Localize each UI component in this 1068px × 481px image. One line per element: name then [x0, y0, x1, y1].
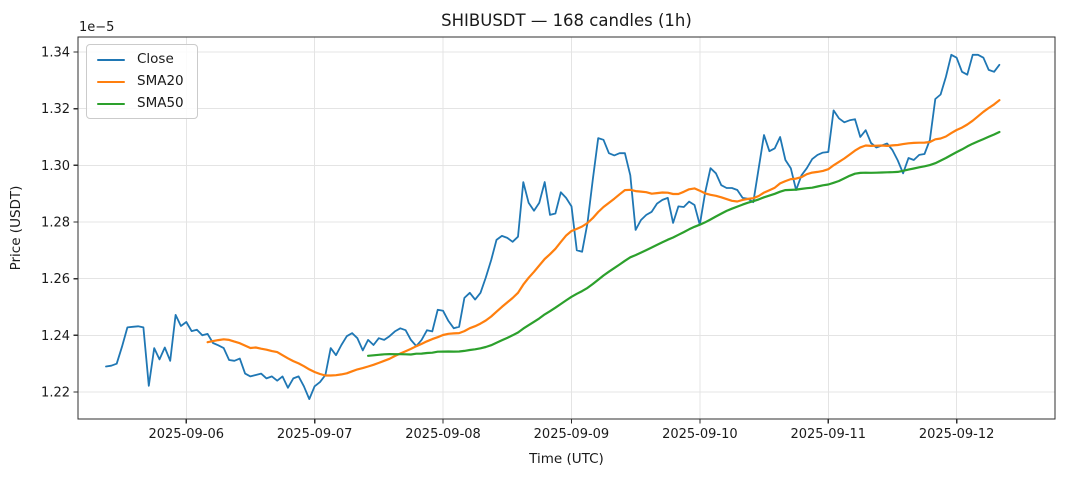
y-tick-label: 1.30 [41, 159, 70, 174]
x-tick-label: 2025-09-07 [277, 427, 353, 442]
x-tick-label: 2025-09-08 [405, 427, 481, 442]
y-axis-label: Price (USDT) [8, 186, 24, 271]
y-tick-label: 1.34 [41, 46, 70, 61]
y-axis-offset-text: 1e−5 [79, 20, 114, 35]
x-tick-label: 2025-09-09 [534, 427, 610, 442]
tick-labels: 1.22 1.24 1.26 1.28 1.30 1.32 1.34 2025-09-06 20… [41, 46, 994, 442]
close-line [105, 53, 1001, 401]
legend-label-sma20: SMA20 [137, 73, 184, 89]
y-tick-label: 1.24 [41, 329, 70, 344]
legend-label-close: Close [137, 51, 174, 67]
legend: Close SMA20 SMA50 [86, 44, 198, 119]
legend-item-sma20: SMA20 [97, 73, 184, 90]
series-lines [105, 53, 1001, 401]
gridlines [78, 37, 1055, 419]
legend-label-sma50: SMA50 [137, 95, 184, 111]
x-axis-label: Time (UTC) [528, 451, 604, 467]
sma20-line [206, 99, 1001, 377]
legend-item-sma50: SMA50 [97, 95, 184, 112]
x-tick-label: 2025-09-11 [790, 427, 866, 442]
y-tick-label: 1.32 [41, 102, 70, 117]
sma50-line-swatch-icon [97, 102, 125, 105]
chart-title: SHIBUSDT — 168 candles (1h) [441, 11, 692, 30]
x-tick-label: 2025-09-12 [919, 427, 995, 442]
y-tick-label: 1.22 [41, 386, 70, 401]
y-tick-label: 1.28 [41, 216, 70, 231]
x-tick-label: 2025-09-06 [148, 427, 224, 442]
plot-border [77, 36, 1056, 420]
axes-frame [73, 36, 1056, 424]
y-tick-label: 1.26 [41, 272, 70, 287]
sma50-line [367, 130, 1001, 357]
close-line-swatch-icon [97, 58, 125, 61]
x-tick-label: 2025-09-10 [662, 427, 738, 442]
sma20-line-swatch-icon [97, 80, 125, 83]
legend-item-close: Close [97, 51, 184, 68]
